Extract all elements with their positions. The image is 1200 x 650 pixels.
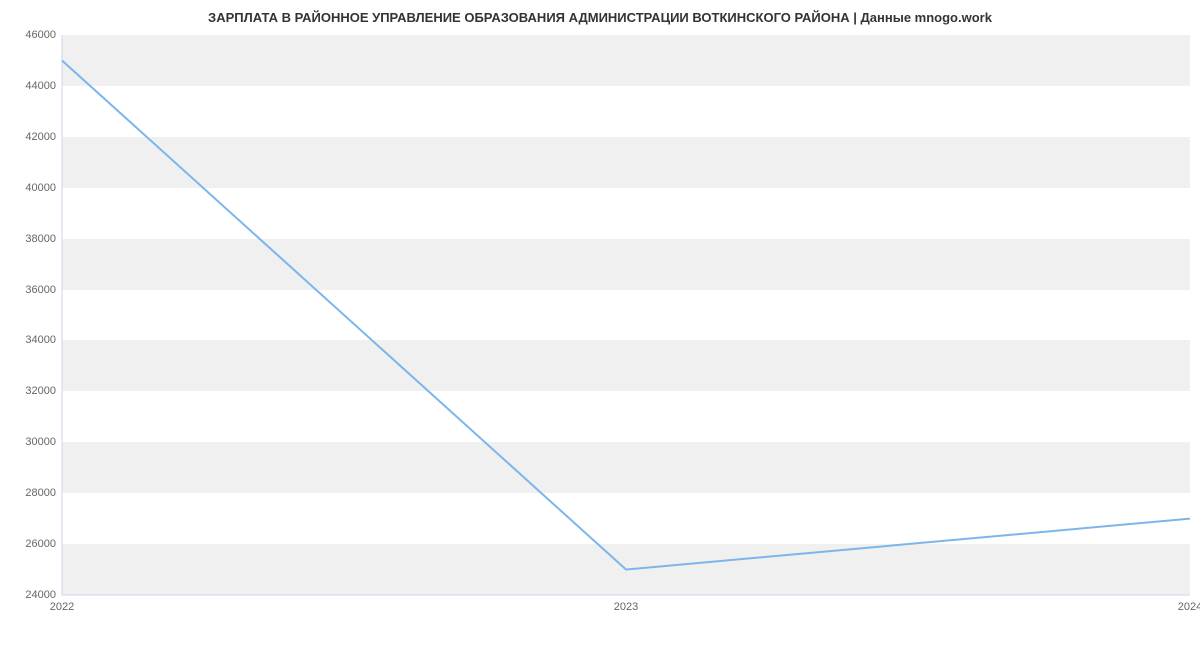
y-tick-label: 36000: [25, 284, 56, 296]
x-tick-label: 2022: [50, 601, 74, 613]
y-tick-label: 46000: [25, 29, 56, 41]
y-tick-label: 26000: [25, 538, 56, 550]
x-tick-label: 2023: [614, 601, 638, 613]
y-tick-label: 42000: [25, 131, 56, 143]
series-layer: [62, 35, 1190, 595]
y-tick-label: 32000: [25, 385, 56, 397]
y-tick-label: 40000: [25, 182, 56, 194]
y-tick-label: 30000: [25, 436, 56, 448]
y-tick-label: 38000: [25, 233, 56, 245]
series-line-salary: [62, 60, 1190, 569]
y-tick-label: 24000: [25, 589, 56, 601]
plot-area: 2400026000280003000032000340003600038000…: [62, 35, 1190, 595]
y-tick-label: 28000: [25, 487, 56, 499]
chart-title: ЗАРПЛАТА В РАЙОННОЕ УПРАВЛЕНИЕ ОБРАЗОВАН…: [0, 10, 1200, 25]
x-tick-label: 2024: [1178, 601, 1200, 613]
y-tick-label: 44000: [25, 80, 56, 92]
salary-line-chart: ЗАРПЛАТА В РАЙОННОЕ УПРАВЛЕНИЕ ОБРАЗОВАН…: [0, 0, 1200, 650]
y-tick-label: 34000: [25, 334, 56, 346]
